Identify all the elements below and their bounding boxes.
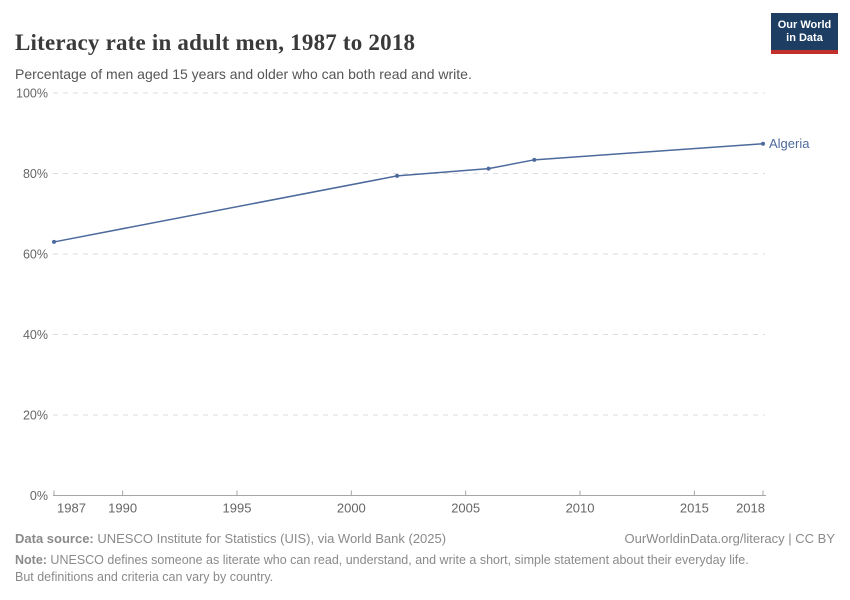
y-axis-tick-label: 40%: [23, 328, 48, 342]
data-point[interactable]: [532, 157, 537, 162]
x-axis-tick-label: 1995: [223, 501, 252, 516]
data-source-text: UNESCO Institute for Statistics (UIS), v…: [93, 531, 447, 546]
data-point[interactable]: [52, 239, 56, 244]
y-axis-tick-label: 20%: [23, 409, 48, 423]
y-axis-tick-label: 100%: [16, 87, 48, 101]
license-link[interactable]: OurWorldinData.org/literacy | CC BY: [624, 531, 835, 546]
series-line[interactable]: [53, 142, 764, 243]
data-source-label: Data source:: [15, 531, 94, 546]
x-axis-tick-label: 2015: [680, 501, 709, 516]
owid-logo[interactable]: Our World in Data: [771, 13, 838, 54]
x-axis-tick-label: 1987: [57, 501, 86, 516]
chart-subtitle: Percentage of men aged 15 years and olde…: [15, 66, 472, 82]
y-axis-tick-label: 60%: [23, 248, 48, 262]
y-axis-tick-label: 0%: [30, 489, 48, 503]
chart-note: Note: UNESCO defines someone as literate…: [15, 552, 763, 585]
x-axis-tick-label: 2018: [736, 501, 765, 516]
note-label: Note:: [15, 553, 47, 567]
owid-logo-line1: Our World: [777, 19, 832, 31]
y-axis-tick-label: 80%: [23, 167, 48, 181]
chart-footer: Data source: UNESCO Institute for Statis…: [15, 531, 835, 585]
page-title: Literacy rate in adult men, 1987 to 2018: [15, 30, 416, 56]
owid-logo-line2: in Data: [786, 32, 823, 44]
x-axis-tick-label: 2005: [451, 501, 480, 516]
data-source: Data source: UNESCO Institute for Statis…: [15, 531, 446, 546]
x-axis-tick-label: 1990: [108, 501, 137, 516]
note-text: UNESCO defines someone as literate who c…: [15, 553, 749, 584]
x-axis-tick-label: 2000: [337, 501, 366, 516]
series-end-label[interactable]: Algeria: [769, 136, 810, 151]
data-point[interactable]: [486, 166, 491, 171]
data-point[interactable]: [761, 141, 765, 146]
x-axis-tick-label: 2010: [566, 501, 595, 516]
data-point[interactable]: [395, 173, 400, 178]
